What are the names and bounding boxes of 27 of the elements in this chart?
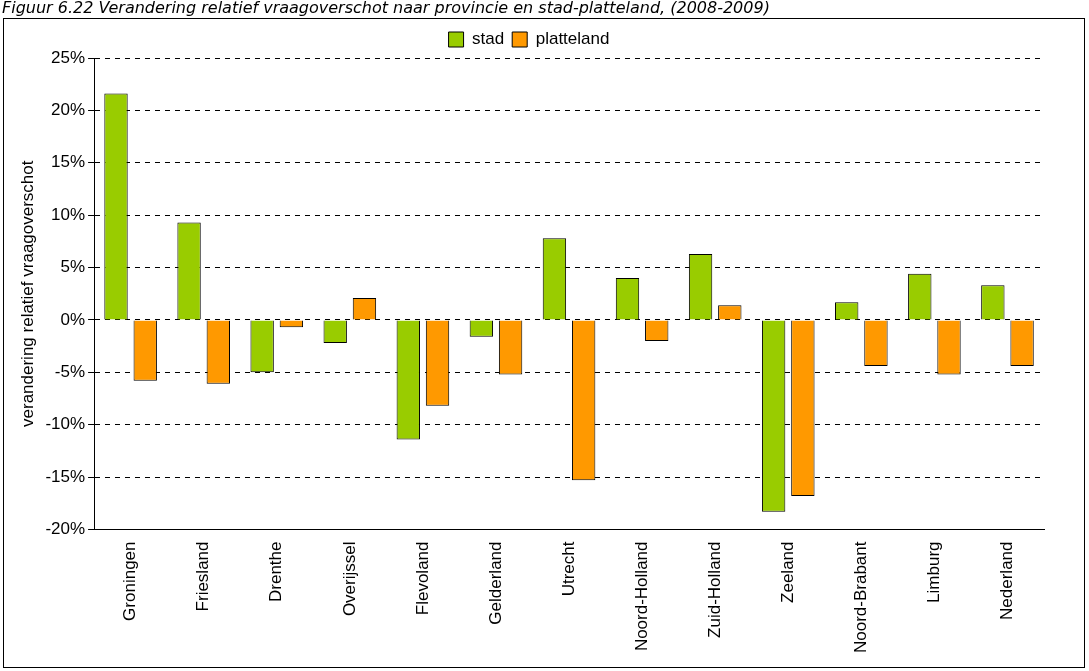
x-tick-label: Groningen [120,541,140,621]
y-tick-label: -10% [45,414,86,434]
x-tick-label: Friesland [193,541,213,612]
x-tick-label: Limburg [924,541,944,603]
x-tick-label: Noord-Holland [631,541,651,652]
y-tick-label: 0% [60,309,86,329]
y-axis-title: verandering relatief vraagoverschot [17,160,37,427]
y-tick-label: 10% [51,204,86,224]
x-tick-label: Overijssel [339,541,359,617]
x-tick-label: Nederland [997,541,1017,620]
y-tick-label: 5% [60,257,86,277]
legend-label: stad [472,29,505,49]
y-tick-label: 25% [51,47,86,67]
chart-title: Figuur 6.22 Verandering relatief vraagoverschot naar provincie en stad-platteland, (2008-2009) [2,0,770,17]
y-tick-label: -15% [45,466,86,486]
x-tick-label: Gelderland [485,541,505,625]
x-tick-label: Noord-Brabant [851,541,871,654]
y-tick-label: -20% [45,519,86,539]
x-tick-label: Zuid-Holland [704,541,724,638]
x-tick-label: Zeeland [777,541,797,603]
x-tick-label: Drenthe [266,541,286,602]
y-tick-label: 15% [51,152,86,172]
x-tick-label: Flevoland [412,541,432,616]
x-tick-label: Utrecht [558,541,578,597]
y-tick-label: -5% [54,362,86,382]
y-tick-label: 20% [51,100,86,120]
legend-label: platteland [535,29,610,49]
